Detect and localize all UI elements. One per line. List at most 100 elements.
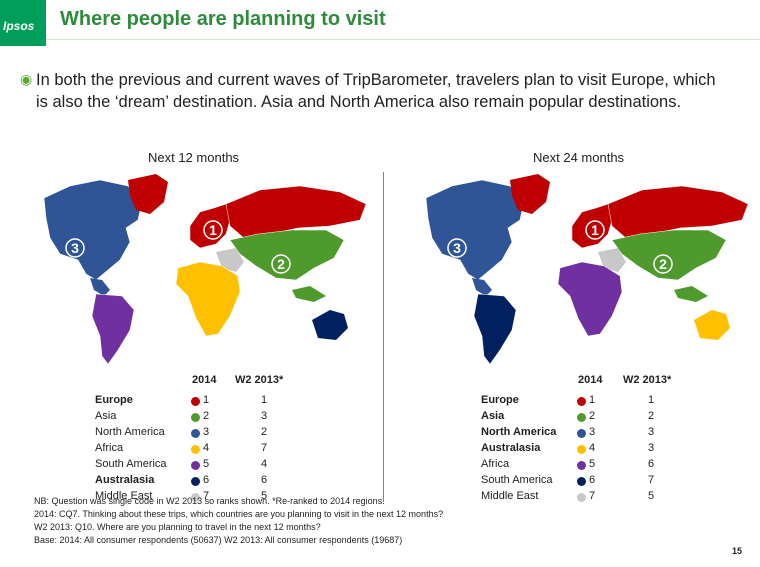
right-legend-table: 2014 W2 2013* Europe 1 1 Asia 2 2 North Americ… [481, 374, 751, 502]
legend-row: North America 3 2 [95, 426, 385, 442]
legend-color-dot [191, 445, 200, 454]
legend-rank-2013: 6 [261, 474, 268, 486]
middle-east-region [598, 248, 626, 272]
russia-region [607, 185, 749, 239]
legend-region-name: North America [481, 426, 557, 438]
legend-color-dot [191, 413, 200, 422]
legend-row: South America 5 4 [95, 458, 385, 474]
australasia-region [694, 310, 730, 340]
africa-region [175, 261, 241, 337]
legend-region-name: North America [95, 426, 165, 438]
legend-color-dot [577, 477, 586, 486]
right-world-map: 3 1 2 [425, 174, 749, 365]
legend-region-name: Australasia [481, 442, 541, 454]
asia-rank-marker [653, 254, 673, 274]
ipsos-logo: Ipsos [0, 0, 46, 46]
legend-rank-2014: 5 [589, 458, 596, 470]
legend-row: Africa 5 6 [481, 458, 751, 474]
bullet-point: ◉ In both the previous and current waves… [20, 69, 730, 113]
australasia-region [312, 310, 348, 340]
legend-rank-2013: 3 [648, 426, 655, 438]
legend-rank-2013: 7 [648, 474, 655, 486]
europe-rank-label: 1 [209, 222, 217, 238]
legend-row: Asia 2 3 [95, 410, 385, 426]
legend-rank-2014: 7 [589, 490, 596, 502]
legend-row: Australasia 6 6 [95, 474, 385, 490]
left-world-map: 3 1 2 [43, 174, 367, 365]
middle-east-region [216, 248, 244, 272]
footnote-2014-question: 2014: CQ7. Thinking about these trips, w… [34, 509, 444, 519]
legend-color-dot [191, 477, 200, 486]
legend-rank-2013: 1 [261, 394, 268, 406]
legend-row: Africa 4 7 [95, 442, 385, 458]
legend-row: Australasia 4 3 [481, 442, 751, 458]
left-legend-header-2014: 2014 [192, 374, 217, 386]
legend-row: South America 6 7 [481, 474, 751, 490]
legend-rank-2013: 2 [648, 410, 655, 422]
footnotes: NB: Question was single code in W2 2013 … [34, 495, 443, 547]
left-map-title: Next 12 months [148, 150, 240, 165]
legend-rank-2014: 2 [589, 410, 596, 422]
legend-region-name: South America [481, 474, 553, 486]
legend-region-name: South America [95, 458, 167, 470]
north-america-region [43, 179, 143, 296]
asia-rank-label: 2 [277, 256, 285, 272]
legend-region-name: Australasia [95, 474, 155, 486]
bullet-text: In both the previous and current waves o… [36, 71, 716, 111]
asia-region [229, 229, 345, 281]
legend-row: Middle East 7 5 [481, 490, 751, 506]
logo-text: Ipsos [3, 19, 35, 33]
footnote-nb: NB: Question was single code in W2 2013 … [34, 496, 385, 506]
slide-title: Where people are planning to visit [60, 8, 386, 30]
europe-rank-marker [585, 220, 605, 240]
column-divider [383, 172, 384, 502]
left-legend-table: 2014 W2 2013* Europe 1 1 Asia 2 3 North Americ… [95, 374, 385, 502]
europe-rank-marker [203, 220, 223, 240]
legend-rank-2014: 3 [203, 426, 210, 438]
legend-region-name: Europe [95, 394, 133, 406]
legend-rank-2013: 5 [648, 490, 655, 502]
russia-region [225, 185, 367, 239]
legend-rank-2014: 5 [203, 458, 210, 470]
legend-rank-2014: 3 [589, 426, 596, 438]
legend-rank-2013: 7 [261, 442, 268, 454]
legend-row: North America 3 3 [481, 426, 751, 442]
legend-region-name: Asia [481, 410, 505, 422]
page-number: 15 [731, 546, 742, 556]
legend-rank-2013: 4 [261, 458, 268, 470]
legend-region-name: Europe [481, 394, 519, 406]
asia-rank-marker [271, 254, 291, 274]
legend-color-dot [191, 461, 200, 470]
se-asia-islands [674, 286, 708, 302]
europe-rank-label: 1 [591, 222, 599, 238]
legend-row: Europe 1 1 [481, 394, 751, 410]
legend-region-name: Africa [481, 458, 510, 470]
legend-rank-2013: 3 [648, 442, 655, 454]
legend-rank-2014: 1 [203, 394, 210, 406]
legend-rank-2014: 4 [589, 442, 596, 454]
asia-rank-label: 2 [659, 256, 667, 272]
title-rule [46, 39, 760, 40]
legend-rank-2014: 6 [203, 474, 210, 486]
legend-region-name: Middle East [95, 490, 153, 502]
legend-rank-2013: 1 [648, 394, 655, 406]
north-america-rank-marker [447, 238, 467, 258]
north-america-rank-label: 3 [71, 240, 79, 256]
legend-region-name: Middle East [481, 490, 539, 502]
legend-color-dot [577, 413, 586, 422]
right-map-title: Next 24 months [533, 150, 625, 165]
north-america-region [425, 179, 525, 296]
legend-color-dot [577, 429, 586, 438]
legend-rank-2013: 5 [261, 490, 268, 502]
legend-rank-2014: 6 [589, 474, 596, 486]
legend-region-name: Asia [95, 410, 117, 422]
legend-row: Europe 1 1 [95, 394, 385, 410]
africa-region [557, 261, 623, 337]
legend-rank-2013: 3 [261, 410, 268, 422]
legend-color-dot [191, 397, 200, 406]
bullet-icon: ◉ [20, 71, 33, 87]
legend-rank-2014: 1 [589, 394, 596, 406]
north-america-rank-marker [65, 238, 85, 258]
legend-rank-2013: 2 [261, 426, 268, 438]
legend-color-dot [577, 461, 586, 470]
